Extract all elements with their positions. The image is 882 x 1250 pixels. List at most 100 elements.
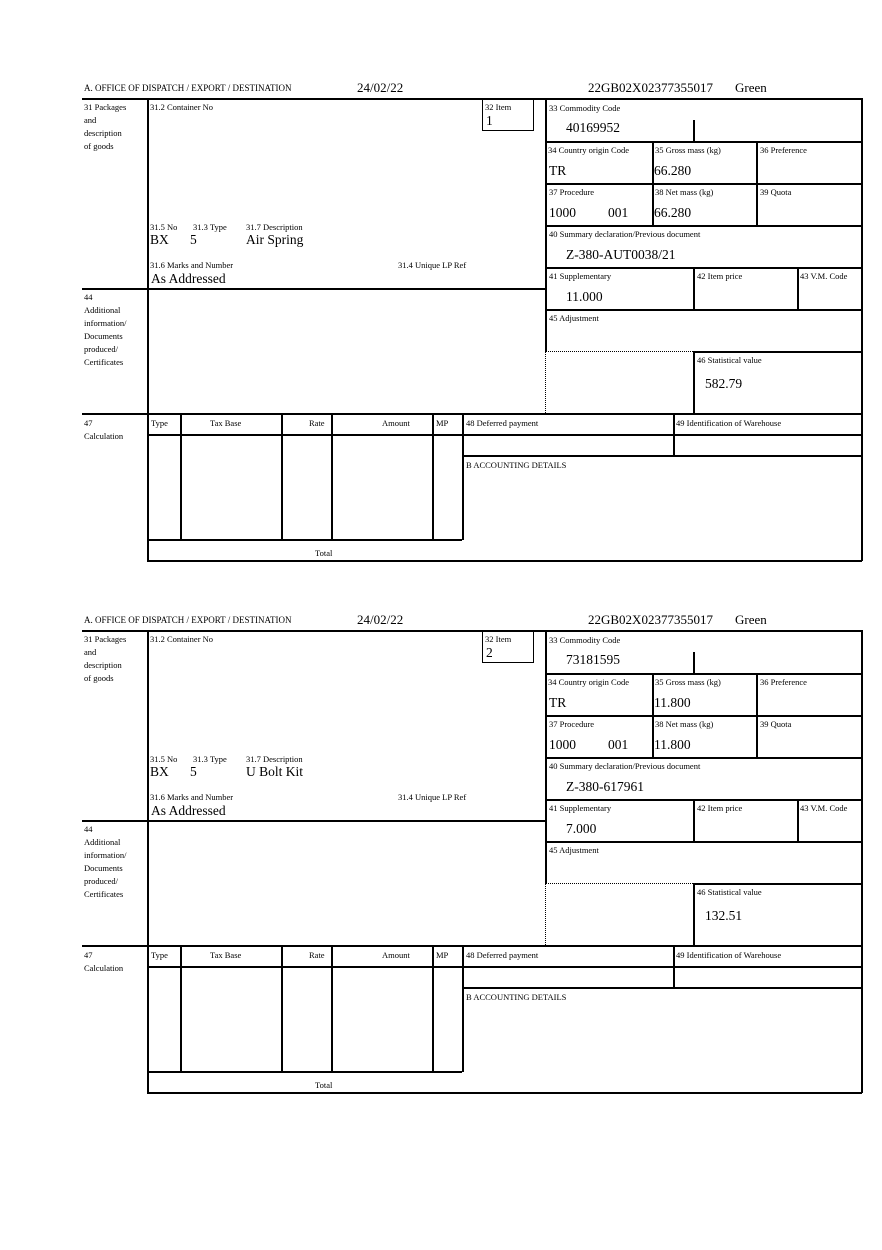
rule: [147, 98, 149, 560]
calculation-label: 47: [84, 950, 93, 960]
unique-lp-label: 31.4 Unique LP Ref: [398, 792, 467, 802]
calc-col-mp: MP: [436, 950, 449, 960]
packages-label: description: [84, 128, 122, 138]
rule: [693, 652, 695, 673]
rule: [147, 966, 862, 968]
country-label: 34 Country origin Code: [548, 145, 629, 155]
procedure-label: 37 Procedure: [549, 187, 595, 197]
container-label: 31.2 Container No: [150, 102, 214, 112]
rule: [693, 267, 695, 309]
rule: [756, 141, 758, 225]
item-number: 1: [486, 113, 493, 128]
supplementary-units: 7.000: [566, 821, 597, 836]
rule: [331, 413, 333, 540]
rule: [180, 413, 182, 540]
rule: [82, 945, 862, 947]
rule: [432, 945, 434, 1072]
rule: [693, 351, 862, 353]
net-mass: 66.280: [654, 205, 692, 220]
additional-info-label: information/: [84, 318, 127, 328]
calc-col-tax-base: Tax Base: [210, 418, 242, 428]
rule: [462, 455, 862, 457]
rule: [545, 715, 862, 717]
preference-label: 36 Preference: [760, 145, 807, 155]
additional-info-label: Certificates: [84, 357, 124, 367]
country-origin: TR: [549, 695, 567, 710]
packages-label: 31 Packages: [84, 102, 127, 112]
rule: [797, 799, 799, 841]
rule: [545, 141, 862, 143]
net-mass-label: 38 Net mass (kg): [655, 719, 714, 729]
item-label: 32 Item: [485, 634, 512, 644]
rule: [462, 945, 464, 1072]
country-label: 34 Country origin Code: [548, 677, 629, 687]
rule: [545, 309, 862, 311]
office-heading: A. OFFICE OF DISPATCH / EXPORT / DESTINA…: [84, 615, 292, 625]
additional-info-label: Additional: [84, 305, 121, 315]
dotted-rule: [545, 351, 693, 352]
marks-label: 31.6 Marks and Number: [150, 792, 234, 802]
rule: [82, 288, 545, 290]
packages-label: description: [84, 660, 122, 670]
rule: [462, 987, 862, 989]
gross-mass: 66.280: [654, 163, 692, 178]
item-section: A. OFFICE OF DISPATCH / EXPORT / DESTINA…: [0, 612, 882, 1112]
gross-mass-label: 35 Gross mass (kg): [655, 677, 721, 687]
rule: [180, 945, 182, 1072]
calc-col-amount: Amount: [382, 950, 410, 960]
item-section: A. OFFICE OF DISPATCH / EXPORT / DESTINA…: [0, 80, 882, 580]
route-status: Green: [735, 80, 767, 95]
marks-label: 31.6 Marks and Number: [150, 260, 234, 270]
dotted-rule: [545, 883, 546, 945]
dotted-rule: [545, 351, 546, 413]
item-number: 2: [486, 645, 493, 660]
pkg-type-label: 31.3 Type: [193, 222, 227, 232]
dotted-rule: [545, 883, 693, 884]
rule: [652, 673, 654, 757]
item-label: 32 Item: [485, 102, 512, 112]
statistical-value: 132.51: [705, 908, 743, 923]
additional-info-label: 44: [84, 824, 93, 834]
summary-document: Z-380-617961: [566, 779, 644, 794]
gross-mass-label: 35 Gross mass (kg): [655, 145, 721, 155]
calc-col-rate: Rate: [309, 950, 325, 960]
supplementary-label: 41 Supplementary: [549, 271, 612, 281]
item-number-box: [482, 632, 534, 663]
total-label: Total: [315, 548, 333, 558]
procedure-code: 1000: [549, 737, 576, 752]
pkg-type: 5: [190, 764, 197, 779]
commodity-code: 73181595: [566, 652, 620, 667]
rule: [693, 351, 695, 413]
pkg-no: BX: [150, 764, 169, 779]
summary-label: 40 Summary declaration/Previous document: [549, 761, 701, 771]
pkg-type-label: 31.3 Type: [193, 754, 227, 764]
declaration-date: 24/02/22: [357, 612, 404, 627]
pkg-no-label: 31.5 No: [150, 754, 178, 764]
warehouse-label: 49 Identification of Warehouse: [676, 418, 782, 428]
calc-col-rate: Rate: [309, 418, 325, 428]
declaration-reference: 22GB02X02377355017: [588, 612, 713, 627]
rule: [545, 225, 862, 227]
commodity-label: 33 Commodity Code: [549, 635, 621, 645]
pkg-no: BX: [150, 232, 169, 247]
quota-label: 39 Quota: [760, 719, 792, 729]
rule: [861, 630, 863, 1093]
unique-lp-label: 31.4 Unique LP Ref: [398, 260, 467, 270]
calculation-label: Calculation: [84, 431, 124, 441]
rule: [756, 673, 758, 757]
rule: [693, 883, 862, 885]
calc-col-type: Type: [151, 950, 168, 960]
rule: [147, 560, 862, 562]
rule: [147, 1071, 462, 1073]
rule: [545, 673, 862, 675]
adjustment-label: 45 Adjustment: [549, 845, 599, 855]
rule: [545, 267, 862, 269]
additional-info-label: Documents: [84, 863, 123, 873]
rule: [82, 820, 545, 822]
rule: [693, 799, 695, 841]
net-mass: 11.800: [654, 737, 691, 752]
warehouse-label: 49 Identification of Warehouse: [676, 950, 782, 960]
packages-label: 31 Packages: [84, 634, 127, 644]
rule: [432, 413, 434, 540]
